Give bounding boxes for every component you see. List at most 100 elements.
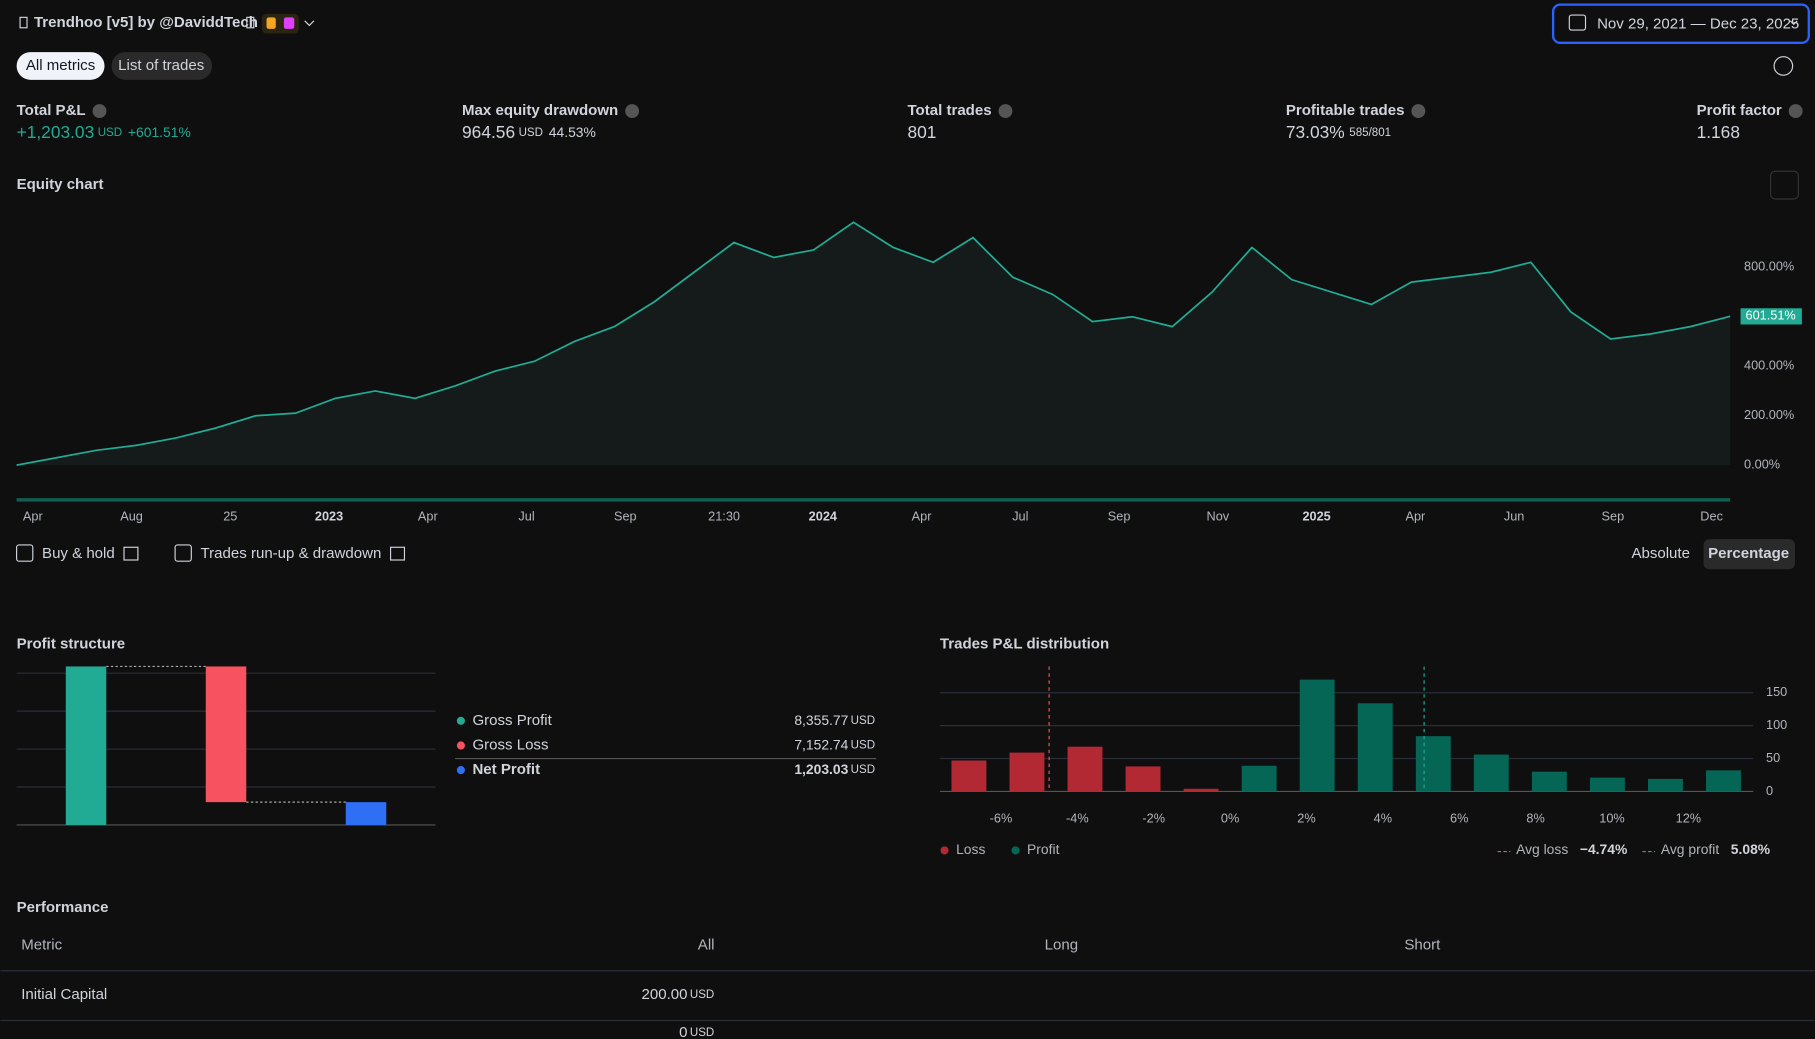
legend-name: Gross Loss (472, 736, 548, 753)
x-tick-label: Apr (912, 509, 933, 524)
checkbox[interactable] (16, 544, 34, 562)
histogram-bar (1241, 765, 1277, 792)
mode-button[interactable]: Percentage (1708, 545, 1789, 562)
x-tick-label: 2023 (315, 509, 343, 524)
y-tick-label: 400.00% (1744, 358, 1794, 373)
settings-button[interactable] (1773, 56, 1794, 76)
legend-value: 5.08% (1731, 841, 1770, 857)
legend-name: Avg profit (1661, 841, 1720, 857)
y-tick-label: 0 (1766, 783, 1773, 798)
y-tick-label: 150 (1766, 684, 1787, 699)
metric-extra: +601.51% (128, 124, 191, 140)
date-range: Nov 29, 2021 — Dec 23, 2025 (1597, 15, 1799, 32)
metric-label: Profitable trades (1286, 102, 1405, 119)
value: 0 (679, 1024, 687, 1039)
x-tick-label: -2% (1142, 811, 1165, 826)
legend-value: −4.74% (1580, 841, 1627, 857)
metric-label: Profit factor (1697, 102, 1782, 119)
x-tick-label: Aug (120, 509, 143, 524)
x-tick-label: 6% (1450, 811, 1468, 826)
tab[interactable] (111, 52, 213, 80)
histogram-bar (1473, 754, 1509, 792)
toggle-icon (389, 546, 406, 561)
bar (65, 666, 107, 825)
x-tick-label: Nov (1207, 509, 1230, 524)
metric-unit: USD (98, 127, 122, 139)
metric-label: Total trades (908, 102, 992, 119)
badge-icon (266, 17, 276, 29)
x-tick-label: Jun (1504, 509, 1525, 524)
metric-number: 964.56 (462, 122, 515, 142)
histogram-bar (1067, 746, 1103, 792)
legend-value: 1,203.03 USD (794, 761, 875, 777)
legend-dot (1011, 846, 1020, 855)
strategy-icon (19, 16, 28, 29)
info-icon (1788, 104, 1803, 119)
x-tick-label: 2024 (809, 509, 837, 524)
x-tick-label: Sep (1108, 509, 1131, 524)
histogram-bar (1647, 778, 1683, 792)
x-tick-label: 4% (1374, 811, 1392, 826)
tab-active[interactable] (16, 52, 105, 80)
unit: USD (690, 989, 714, 1001)
bar (345, 802, 387, 825)
mode-button[interactable]: Absolute (1631, 545, 1690, 562)
histogram-bar (1183, 788, 1219, 792)
dropdown-caret (1789, 20, 1798, 26)
cell-value: 0 USD (679, 1024, 714, 1039)
x-tick-label: 0% (1221, 811, 1239, 826)
row-label: Initial Capital (21, 986, 107, 1003)
metric-value: 1.168 (1697, 122, 1740, 142)
dropdown-caret[interactable] (304, 20, 315, 27)
y-tick-label: 0.00% (1744, 456, 1780, 471)
current-value-badge (1740, 308, 1802, 325)
metric-number: +1,203.03 (17, 122, 95, 142)
x-tick-label: Apr (418, 509, 439, 524)
legend-dot (456, 741, 465, 750)
histogram-bar (1125, 766, 1161, 792)
metric-unit: USD (519, 127, 543, 139)
metric-label: Max equity drawdown (462, 102, 618, 119)
value: 1,203.03 (794, 761, 848, 777)
value: 8,355.77 (794, 711, 848, 727)
section-title: Performance (17, 899, 109, 916)
histogram-bar (1415, 736, 1451, 792)
column-header: Long (1045, 936, 1078, 953)
x-tick-label: Sep (614, 509, 637, 524)
legend-value: 8,355.77 USD (794, 711, 875, 727)
date-range-button[interactable] (1551, 3, 1810, 44)
metric-number: 73.03% (1286, 122, 1345, 142)
metric-extra: 585/801 (1349, 127, 1391, 139)
mode-active[interactable] (1703, 539, 1795, 570)
tab-label: All metrics (26, 57, 95, 74)
legend-value: 7,152.74 USD (794, 736, 875, 752)
icon (246, 16, 255, 29)
metric-value: 964.56 USD 44.53% (462, 122, 596, 142)
calendar-icon (1568, 14, 1587, 31)
badge-icon (283, 17, 295, 29)
y-tick-label: 50 (1766, 750, 1780, 765)
x-tick-label: Sep (1602, 509, 1625, 524)
section-title: Equity chart (17, 176, 104, 193)
unit: USD (851, 715, 875, 727)
histogram-bar (951, 760, 987, 792)
column-header: Metric (21, 936, 62, 953)
histogram-bar (1357, 703, 1393, 792)
x-tick-label: -6% (990, 811, 1013, 826)
unit: USD (851, 764, 875, 776)
metric-value: 801 (908, 122, 937, 142)
metric-number: 801 (908, 122, 937, 142)
info-icon (92, 104, 107, 119)
value: 200.00 (642, 986, 688, 1003)
column-header: All (698, 936, 715, 953)
expand-button[interactable] (1770, 170, 1799, 200)
tab-label: List of trades (118, 57, 204, 74)
metric-label: Total P&L (17, 102, 86, 119)
x-tick-label: Jul (1012, 509, 1028, 524)
checkbox[interactable] (174, 544, 192, 562)
checkbox-label: Trades run-up & drawdown (201, 545, 382, 562)
strategy-title[interactable]: Trendhoo [v5] by @DaviddTech (34, 14, 258, 31)
